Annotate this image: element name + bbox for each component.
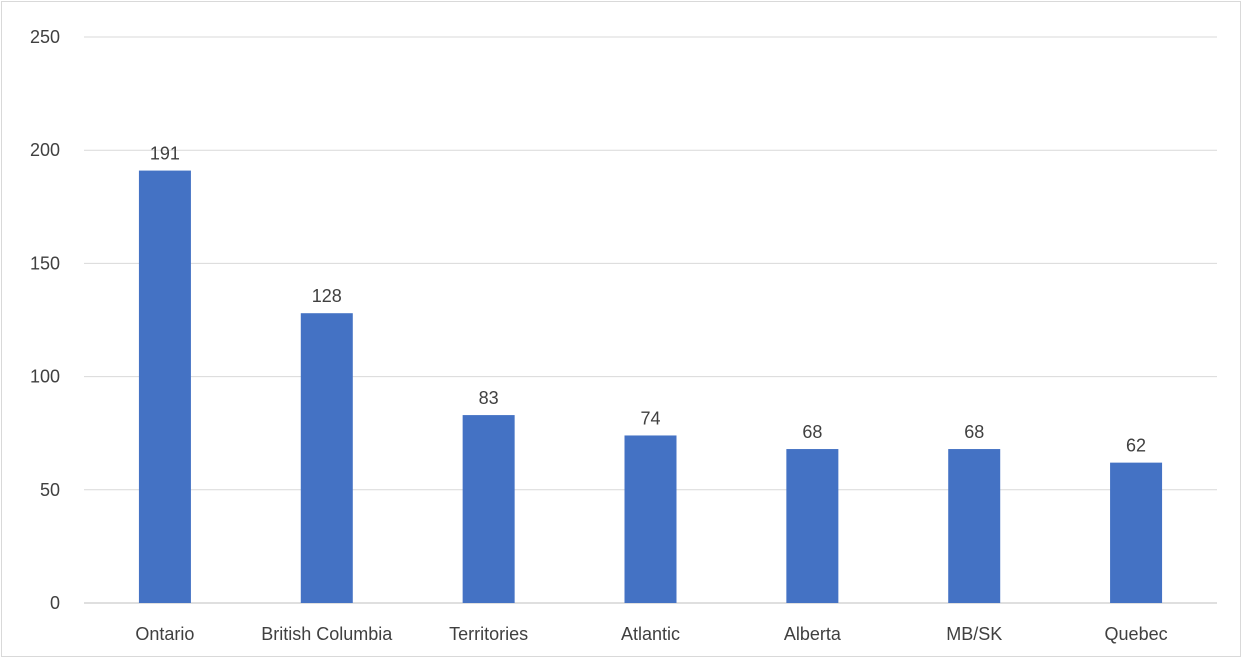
y-tick-label: 50	[40, 480, 60, 500]
data-label: 74	[640, 408, 660, 428]
category-label: Ontario	[135, 624, 194, 644]
data-label: 62	[1126, 436, 1146, 456]
bar	[1110, 462, 1163, 603]
bar	[300, 313, 353, 603]
bar	[786, 449, 839, 603]
y-tick-label: 200	[30, 140, 60, 160]
data-label: 68	[964, 422, 984, 442]
y-tick-label: 100	[30, 367, 60, 387]
bar	[138, 170, 191, 604]
category-label: Territories	[449, 624, 528, 644]
category-label: Alberta	[784, 624, 842, 644]
bars	[138, 170, 1163, 604]
data-label: 83	[479, 388, 499, 408]
data-label: 68	[802, 422, 822, 442]
bar	[462, 415, 515, 603]
category-label: British Columbia	[261, 624, 393, 644]
y-axis-tick-labels: 0 50 100 150 200 250	[30, 27, 60, 613]
data-label: 191	[150, 144, 180, 164]
bar	[948, 449, 1001, 603]
y-tick-label: 250	[30, 27, 60, 47]
data-label: 128	[312, 286, 342, 306]
category-label: Quebec	[1105, 624, 1168, 644]
category-label: MB/SK	[946, 624, 1002, 644]
y-tick-label: 150	[30, 253, 60, 273]
data-labels: 191 128 83 74 68 68 62	[150, 144, 1146, 456]
bar	[624, 435, 677, 603]
category-label: Atlantic	[621, 624, 680, 644]
gridlines	[84, 36, 1217, 604]
y-tick-label: 0	[50, 593, 60, 613]
x-axis-category-labels: Ontario British Columbia Territories Atlant…	[135, 624, 1167, 644]
